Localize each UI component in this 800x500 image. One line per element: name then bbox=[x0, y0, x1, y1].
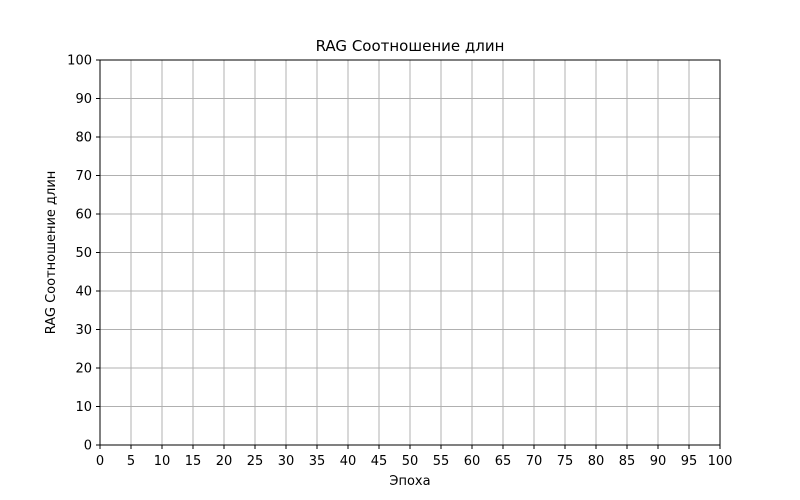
x-tick-label: 85 bbox=[619, 454, 636, 469]
x-tick-label: 80 bbox=[588, 454, 605, 469]
y-axis-ticks: 0 10 20 30 40 50 60 70 80 90 100 bbox=[67, 54, 100, 454]
x-tick-label: 5 bbox=[127, 454, 135, 469]
y-tick-label: 40 bbox=[75, 285, 92, 300]
x-tick-label: 15 bbox=[185, 454, 202, 469]
y-axis-label: RAG Соотношение длин bbox=[44, 171, 59, 335]
x-tick-label: 90 bbox=[650, 454, 667, 469]
x-tick-label: 50 bbox=[402, 454, 419, 469]
y-tick-label: 0 bbox=[84, 439, 92, 454]
x-tick-label: 65 bbox=[495, 454, 512, 469]
x-tick-label: 25 bbox=[247, 454, 264, 469]
x-tick-label: 95 bbox=[681, 454, 698, 469]
x-tick-label: 70 bbox=[526, 454, 543, 469]
x-tick-label: 60 bbox=[464, 454, 481, 469]
x-tick-label: 35 bbox=[309, 454, 326, 469]
y-tick-label: 60 bbox=[75, 208, 92, 223]
y-tick-label: 80 bbox=[75, 131, 92, 146]
x-tick-label: 40 bbox=[340, 454, 357, 469]
x-tick-label: 45 bbox=[371, 454, 388, 469]
y-tick-label: 50 bbox=[75, 246, 92, 261]
chart-title: RAG Соотношение длин bbox=[316, 37, 505, 55]
y-tick-label: 90 bbox=[75, 92, 92, 107]
x-tick-label: 10 bbox=[154, 454, 171, 469]
x-axis-ticks: 0 5 10 15 20 25 30 35 40 45 50 55 60 65 70 75 80 85 90 95 10… bbox=[96, 445, 733, 469]
x-tick-label: 0 bbox=[96, 454, 104, 469]
x-tick-label: 55 bbox=[433, 454, 450, 469]
y-tick-label: 20 bbox=[75, 362, 92, 377]
y-tick-label: 30 bbox=[75, 323, 92, 338]
x-tick-label: 100 bbox=[708, 454, 733, 469]
y-tick-label: 100 bbox=[67, 54, 92, 69]
grid bbox=[99, 59, 721, 446]
x-tick-label: 20 bbox=[216, 454, 233, 469]
y-tick-label: 70 bbox=[75, 169, 92, 184]
x-tick-label: 75 bbox=[557, 454, 574, 469]
x-tick-label: 30 bbox=[278, 454, 295, 469]
x-axis-label: Эпоха bbox=[389, 474, 430, 489]
y-tick-label: 10 bbox=[75, 400, 92, 415]
